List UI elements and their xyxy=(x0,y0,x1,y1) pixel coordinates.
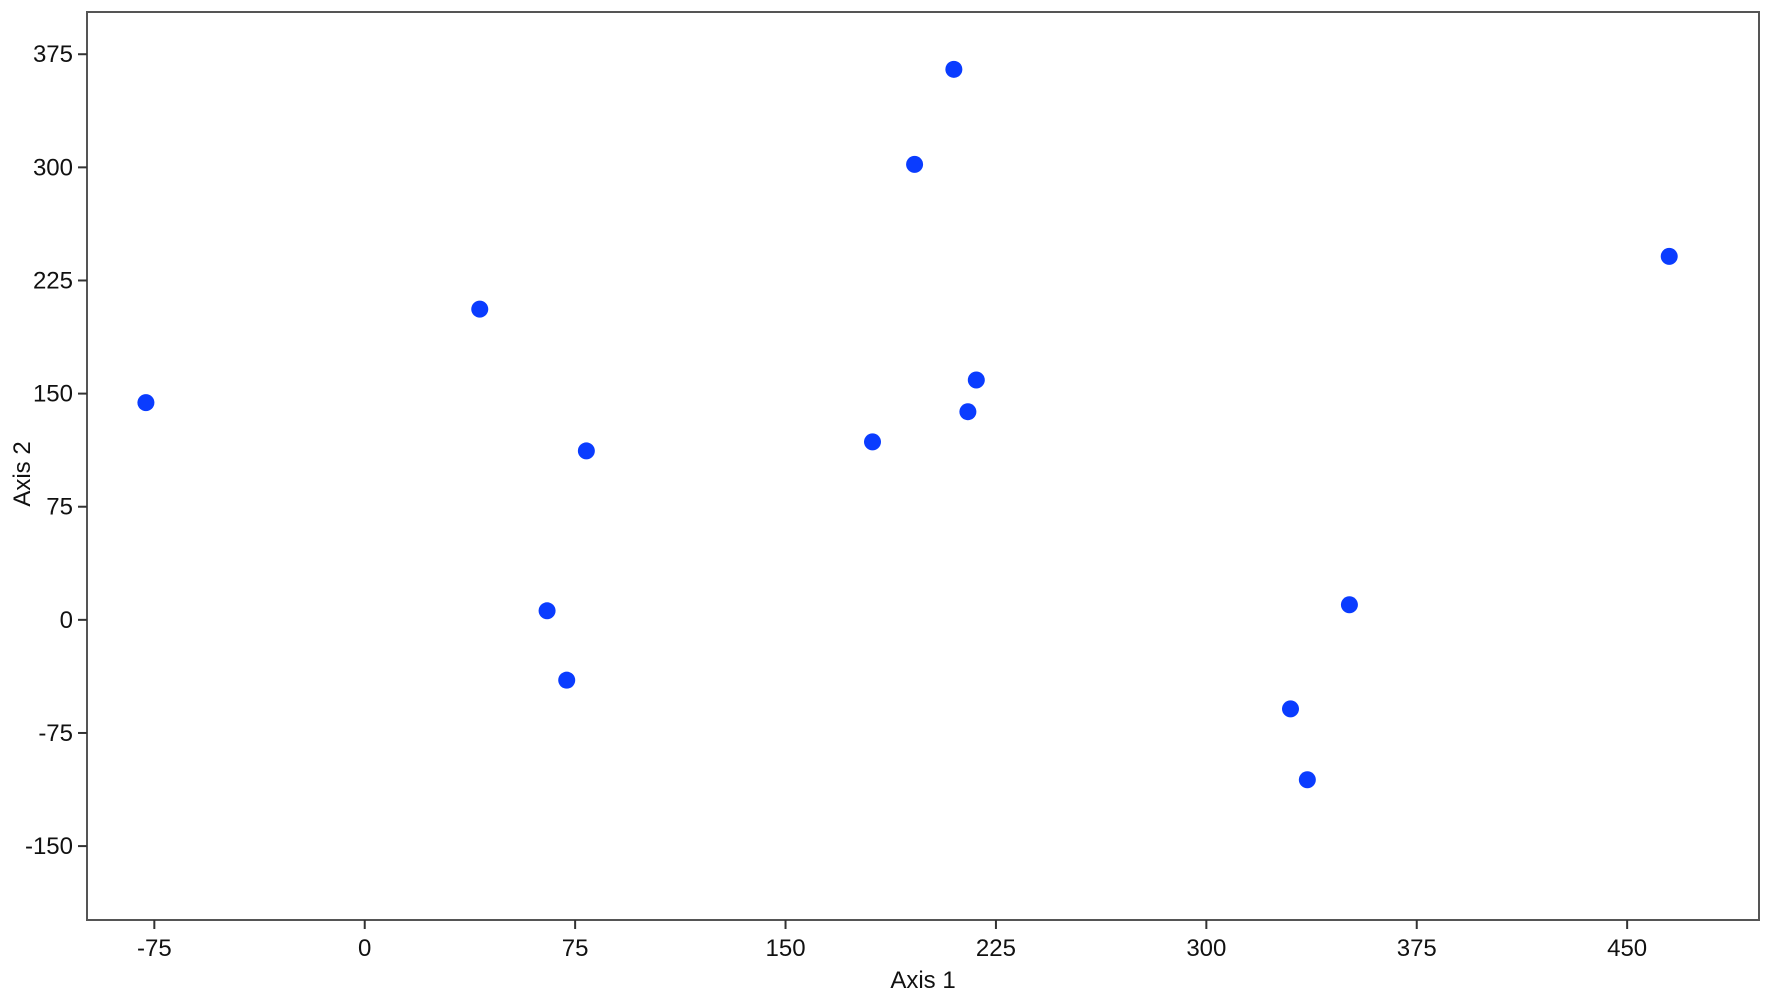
plot-frame xyxy=(86,11,1760,921)
data-point xyxy=(1660,247,1678,265)
data-point xyxy=(945,60,963,78)
y-tick-label: 375 xyxy=(33,41,73,68)
data-points xyxy=(137,60,1678,789)
data-point xyxy=(864,433,882,451)
data-point xyxy=(137,394,155,412)
y-tick-label: 75 xyxy=(46,494,73,521)
y-axis: -150 -75 0 75 150 225 300 375 xyxy=(25,41,87,860)
x-tick-label: 150 xyxy=(766,935,806,962)
data-point xyxy=(1282,700,1300,718)
x-tick-label: 375 xyxy=(1397,935,1437,962)
data-point xyxy=(538,602,556,620)
x-tick-label: 225 xyxy=(976,935,1016,962)
x-tick-label: 300 xyxy=(1186,935,1226,962)
data-point xyxy=(1298,771,1316,789)
y-axis-title: Axis 2 xyxy=(9,441,36,506)
data-point xyxy=(959,403,977,421)
y-tick-label: 150 xyxy=(33,381,73,408)
data-point xyxy=(1340,596,1358,614)
x-tick-label: -75 xyxy=(137,935,172,962)
x-axis-title: Axis 1 xyxy=(890,967,955,994)
x-tick-label: 450 xyxy=(1607,935,1647,962)
data-point xyxy=(906,155,924,173)
data-point xyxy=(558,671,576,689)
x-tick-label: 75 xyxy=(562,935,589,962)
data-point xyxy=(577,442,595,460)
y-tick-label: 300 xyxy=(33,154,73,181)
data-point xyxy=(471,300,489,318)
x-tick-label: 0 xyxy=(358,935,371,962)
data-point xyxy=(967,371,985,389)
y-tick-label: -150 xyxy=(25,833,73,860)
y-tick-label: 0 xyxy=(60,607,73,634)
y-tick-label: -75 xyxy=(38,720,73,747)
y-tick-label: 225 xyxy=(33,267,73,294)
x-axis: -75 0 75 150 225 300 375 450 xyxy=(137,920,1647,962)
